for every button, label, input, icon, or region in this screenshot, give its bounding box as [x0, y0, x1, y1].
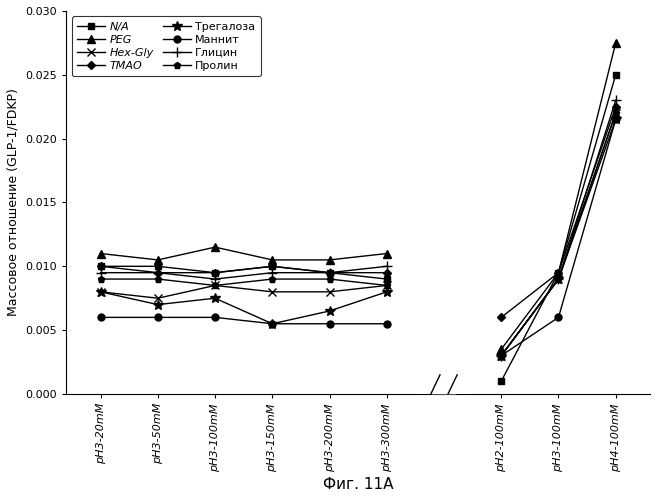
N/A [326, 269, 334, 275]
Трегалоза [154, 301, 162, 307]
Legend: N/A, PEG, Hex-Gly, TMAO, Трегалоза, Маннит, Глицин, Пролин: N/A, PEG, Hex-Gly, TMAO, Трегалоза, Манн… [72, 16, 261, 76]
PEG [154, 257, 162, 263]
Глицин [97, 269, 104, 275]
PEG [211, 244, 219, 250]
Hex-Gly [211, 282, 219, 288]
Пролин [97, 276, 104, 282]
Y-axis label: Массовое отношение (GLP-1/FDKP): Массовое отношение (GLP-1/FDKP) [7, 88, 20, 316]
Трегалоза [268, 321, 276, 327]
Line: Hex-Gly: Hex-Gly [97, 281, 391, 302]
Hex-Gly [97, 289, 104, 295]
TMAO [97, 263, 104, 269]
TMAO [326, 269, 334, 275]
Маннит [97, 314, 104, 320]
Глицин [326, 269, 334, 275]
N/A [211, 269, 219, 275]
Line: PEG: PEG [97, 243, 391, 264]
Трегалоза [211, 295, 219, 301]
Маннит [211, 314, 219, 320]
Пролин [211, 282, 219, 288]
Глицин [268, 269, 276, 275]
TMAO [383, 269, 391, 275]
Маннит [154, 314, 162, 320]
Пролин [326, 276, 334, 282]
Line: N/A: N/A [98, 263, 390, 282]
Трегалоза [326, 308, 334, 314]
Line: Маннит: Маннит [97, 314, 390, 327]
Line: Пролин: Пролин [97, 275, 390, 289]
PEG [383, 250, 391, 256]
TMAO [154, 269, 162, 275]
Пролин [154, 276, 162, 282]
Глицин [383, 263, 391, 269]
N/A [97, 263, 104, 269]
Трегалоза [97, 289, 104, 295]
Hex-Gly [326, 289, 334, 295]
PEG [268, 257, 276, 263]
Пролин [383, 282, 391, 288]
X-axis label: Фиг. 11А: Фиг. 11А [323, 477, 394, 492]
Пролин [268, 276, 276, 282]
Hex-Gly [383, 282, 391, 288]
Глицин [211, 276, 219, 282]
Маннит [326, 321, 334, 327]
Line: Трегалоза: Трегалоза [96, 287, 392, 329]
N/A [383, 276, 391, 282]
Глицин [154, 269, 162, 275]
Hex-Gly [268, 289, 276, 295]
Трегалоза [383, 289, 391, 295]
Маннит [268, 321, 276, 327]
Bar [419, 11, 470, 394]
Line: Глицин: Глицин [96, 261, 392, 284]
Маннит [383, 321, 391, 327]
TMAO [211, 269, 219, 275]
Line: TMAO: TMAO [98, 263, 390, 275]
TMAO [268, 263, 276, 269]
N/A [154, 263, 162, 269]
Hex-Gly [154, 295, 162, 301]
N/A [268, 263, 276, 269]
PEG [326, 257, 334, 263]
PEG [97, 250, 104, 256]
